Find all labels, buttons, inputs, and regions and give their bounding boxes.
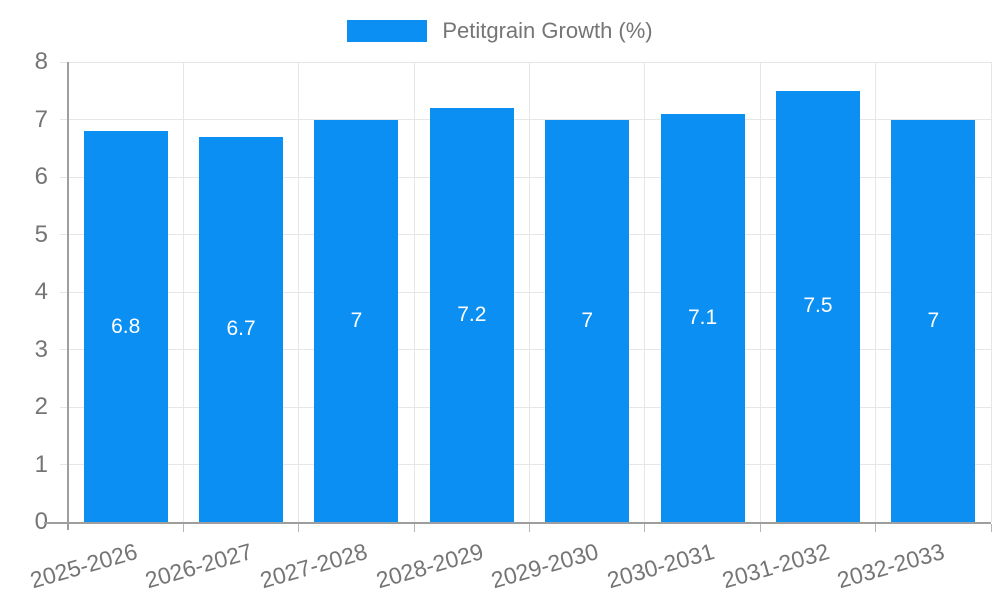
bar-value-label: 7.1 [687, 305, 718, 329]
gridline [298, 62, 300, 522]
gridline [60, 119, 991, 120]
bar[interactable] [429, 108, 514, 522]
x-axis-line [44, 522, 991, 524]
gridline [759, 62, 761, 522]
x-axis-tick [298, 524, 300, 532]
bar-value-label: 7 [581, 308, 594, 332]
y-axis-tick-label: 8 [34, 48, 48, 75]
bar-value-label: 6.7 [226, 317, 256, 341]
y-axis-tick-label: 3 [34, 335, 48, 363]
x-axis-tick [413, 524, 415, 532]
gridline [182, 62, 184, 522]
bar[interactable] [199, 136, 284, 522]
bar[interactable] [660, 113, 745, 522]
gridline [60, 406, 991, 408]
x-axis-tick [529, 524, 530, 532]
gridline [413, 62, 415, 522]
bar[interactable] [83, 131, 168, 522]
gridline [60, 234, 991, 235]
bar[interactable] [775, 90, 860, 522]
y-axis-tick-label: 4 [34, 278, 48, 305]
legend-label: Petitgrain Growth (%) [442, 18, 653, 43]
y-axis-tick-label: 5 [34, 220, 48, 248]
x-axis-tick [759, 524, 761, 532]
gridline [875, 62, 877, 522]
x-axis-tick [182, 524, 184, 532]
y-axis-tick-label: 1 [34, 450, 48, 478]
bar-value-label: 6.8 [111, 314, 141, 338]
bar-value-label: 7 [927, 308, 940, 332]
gridline [60, 464, 991, 465]
gridline [60, 176, 991, 178]
gridline [60, 349, 991, 350]
bar[interactable] [545, 119, 630, 522]
x-axis-tick [644, 524, 646, 532]
gridline [990, 62, 992, 522]
y-axis-tick-label: 2 [34, 393, 48, 420]
y-axis-line [67, 62, 69, 530]
x-axis-tick [875, 524, 877, 532]
bar[interactable] [314, 119, 399, 522]
gridline [60, 291, 991, 293]
bar-value-label: 7.5 [803, 294, 833, 318]
bar[interactable] [891, 119, 976, 522]
x-axis-tick [990, 524, 992, 532]
bar-value-label: 7 [350, 308, 363, 332]
gridline [644, 62, 646, 522]
bar-value-label: 7.2 [457, 303, 487, 326]
y-axis-tick-label: 6 [34, 163, 48, 190]
gridline [529, 62, 530, 522]
y-axis-tick-label: 7 [34, 105, 48, 133]
gridline [60, 61, 991, 63]
y-axis-tick-label: 0 [34, 508, 48, 535]
legend-swatch [347, 20, 428, 42]
chart-legend[interactable]: Petitgrain Growth (%) [0, 20, 1000, 42]
